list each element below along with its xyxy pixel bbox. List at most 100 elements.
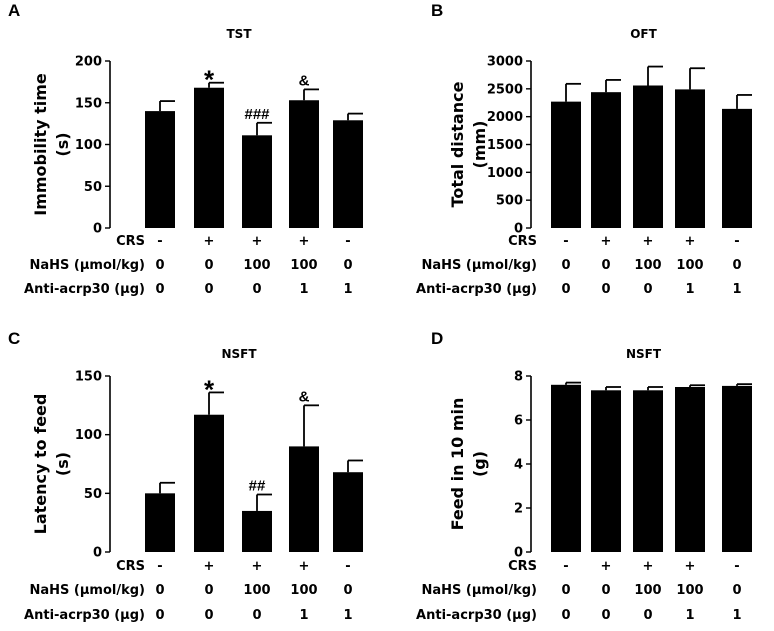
condition-value-B-1-3: + (643, 234, 654, 249)
y-tick-label-D: 4 (514, 458, 523, 473)
condition-value-C-1-5: - (345, 559, 350, 574)
condition-label-A-1: CRS (116, 234, 145, 249)
condition-value-A-2-1: 0 (155, 258, 164, 273)
condition-value-A-2-2: 0 (204, 258, 213, 273)
significance-mark-A-2: * (204, 65, 215, 95)
bar-B-3 (633, 85, 663, 228)
significance-mark-C-3: ## (249, 478, 266, 495)
condition-value-B-2-5: 0 (732, 258, 741, 273)
bar-D-5 (722, 385, 752, 552)
bar-A-3 (242, 135, 272, 228)
condition-value-C-2-1: 0 (155, 583, 164, 598)
condition-value-C-2-2: 0 (204, 583, 213, 598)
condition-value-C-1-4: + (299, 559, 310, 574)
bar-C-3 (242, 510, 272, 552)
bar-B-4 (675, 89, 705, 228)
condition-value-D-2-3: 100 (634, 583, 661, 598)
condition-value-A-1-4: + (299, 234, 310, 249)
condition-value-D-2-5: 0 (732, 583, 741, 598)
bar-B-1 (551, 101, 581, 228)
bar-D-3 (633, 390, 663, 552)
bar-A-1 (145, 111, 175, 228)
condition-label-B-1: CRS (508, 234, 537, 249)
condition-value-A-3-5: 1 (343, 282, 352, 297)
condition-value-B-3-2: 0 (601, 282, 610, 297)
condition-value-C-3-1: 0 (155, 608, 164, 623)
condition-value-A-2-5: 0 (343, 258, 352, 273)
condition-value-D-2-1: 0 (561, 583, 570, 598)
condition-label-A-2: NaHS (μmol/kg) (29, 258, 145, 273)
condition-value-A-3-3: 0 (252, 282, 261, 297)
bar-C-2 (194, 414, 224, 552)
condition-value-C-3-2: 0 (204, 608, 213, 623)
significance-mark-A-3: ### (244, 106, 270, 123)
bar-C-5 (333, 472, 363, 552)
condition-value-B-2-3: 100 (634, 258, 661, 273)
y-axis-label-C: Latency to feed (s) (31, 394, 72, 535)
y-axis-label-line: Feed in 10 min (448, 398, 467, 531)
y-tick-label-A: 150 (75, 96, 102, 111)
condition-value-D-1-1: - (563, 559, 568, 574)
y-axis-label-D: Feed in 10 min (g) (448, 398, 489, 531)
bar-D-2 (591, 390, 621, 552)
chart-title-A: TST (226, 27, 252, 41)
condition-value-D-3-2: 0 (601, 608, 610, 623)
y-tick-label-D: 8 (514, 370, 523, 385)
condition-label-D-1: CRS (508, 559, 537, 574)
y-tick-label-A: 200 (75, 55, 102, 70)
condition-value-B-2-4: 100 (676, 258, 703, 273)
y-tick-label-B: 500 (496, 194, 523, 209)
significance-mark-C-2: * (204, 374, 215, 404)
condition-label-C-2: NaHS (μmol/kg) (29, 583, 145, 598)
condition-value-D-3-5: 1 (732, 608, 741, 623)
condition-value-D-1-5: - (734, 559, 739, 574)
bar-C-4 (289, 446, 319, 552)
condition-label-B-2: NaHS (μmol/kg) (421, 258, 537, 273)
y-tick-label-A: 100 (75, 138, 102, 153)
chart-title-B: OFT (630, 27, 657, 41)
y-tick-label-B: 3000 (487, 55, 523, 70)
condition-value-A-3-2: 0 (204, 282, 213, 297)
significance-mark-A-4: & (299, 72, 310, 89)
condition-value-D-3-4: 1 (685, 608, 694, 623)
condition-value-A-3-1: 0 (155, 282, 164, 297)
panel-label-A: A (8, 1, 20, 20)
y-axis-label-B: Total distance (mm) (448, 81, 489, 207)
panel-label-C: C (8, 329, 20, 348)
condition-value-B-3-1: 0 (561, 282, 570, 297)
panel-label-B: B (431, 1, 443, 20)
y-tick-label-C: 50 (84, 487, 102, 502)
chart-title-C: NSFT (221, 347, 257, 361)
y-tick-label-C: 100 (75, 428, 102, 443)
bar-A-2 (194, 87, 224, 228)
condition-value-A-1-1: - (157, 234, 162, 249)
condition-value-B-1-5: - (734, 234, 739, 249)
bar-D-1 (551, 384, 581, 552)
y-tick-label-D: 2 (514, 502, 523, 517)
condition-label-D-3: Anti-acrp30 (μg) (416, 608, 537, 623)
condition-value-B-1-2: + (601, 234, 612, 249)
condition-value-C-1-1: - (157, 559, 162, 574)
condition-value-A-3-4: 1 (299, 282, 308, 297)
y-axis-label-line: (g) (470, 451, 489, 477)
y-axis-label-line: (mm) (470, 121, 489, 169)
y-tick-label-A: 50 (84, 180, 102, 195)
y-axis-label-line: (s) (53, 452, 72, 476)
condition-value-C-3-3: 0 (252, 608, 261, 623)
chart-title-D: NSFT (626, 347, 662, 361)
condition-label-B-3: Anti-acrp30 (μg) (416, 282, 537, 297)
y-tick-label-C: 0 (93, 546, 102, 561)
condition-value-C-1-3: + (252, 559, 263, 574)
condition-label-D-2: NaHS (μmol/kg) (421, 583, 537, 598)
condition-value-D-3-3: 0 (643, 608, 652, 623)
condition-value-B-1-1: - (563, 234, 568, 249)
condition-label-C-1: CRS (116, 559, 145, 574)
condition-value-D-2-4: 100 (676, 583, 703, 598)
y-axis-label-line: (s) (53, 132, 72, 156)
y-tick-label-C: 150 (75, 370, 102, 385)
y-axis-label-line: Total distance (448, 81, 467, 207)
condition-value-D-1-4: + (685, 559, 696, 574)
condition-value-C-2-4: 100 (290, 583, 317, 598)
y-axis-label-A: Immobility time (s) (31, 73, 72, 216)
